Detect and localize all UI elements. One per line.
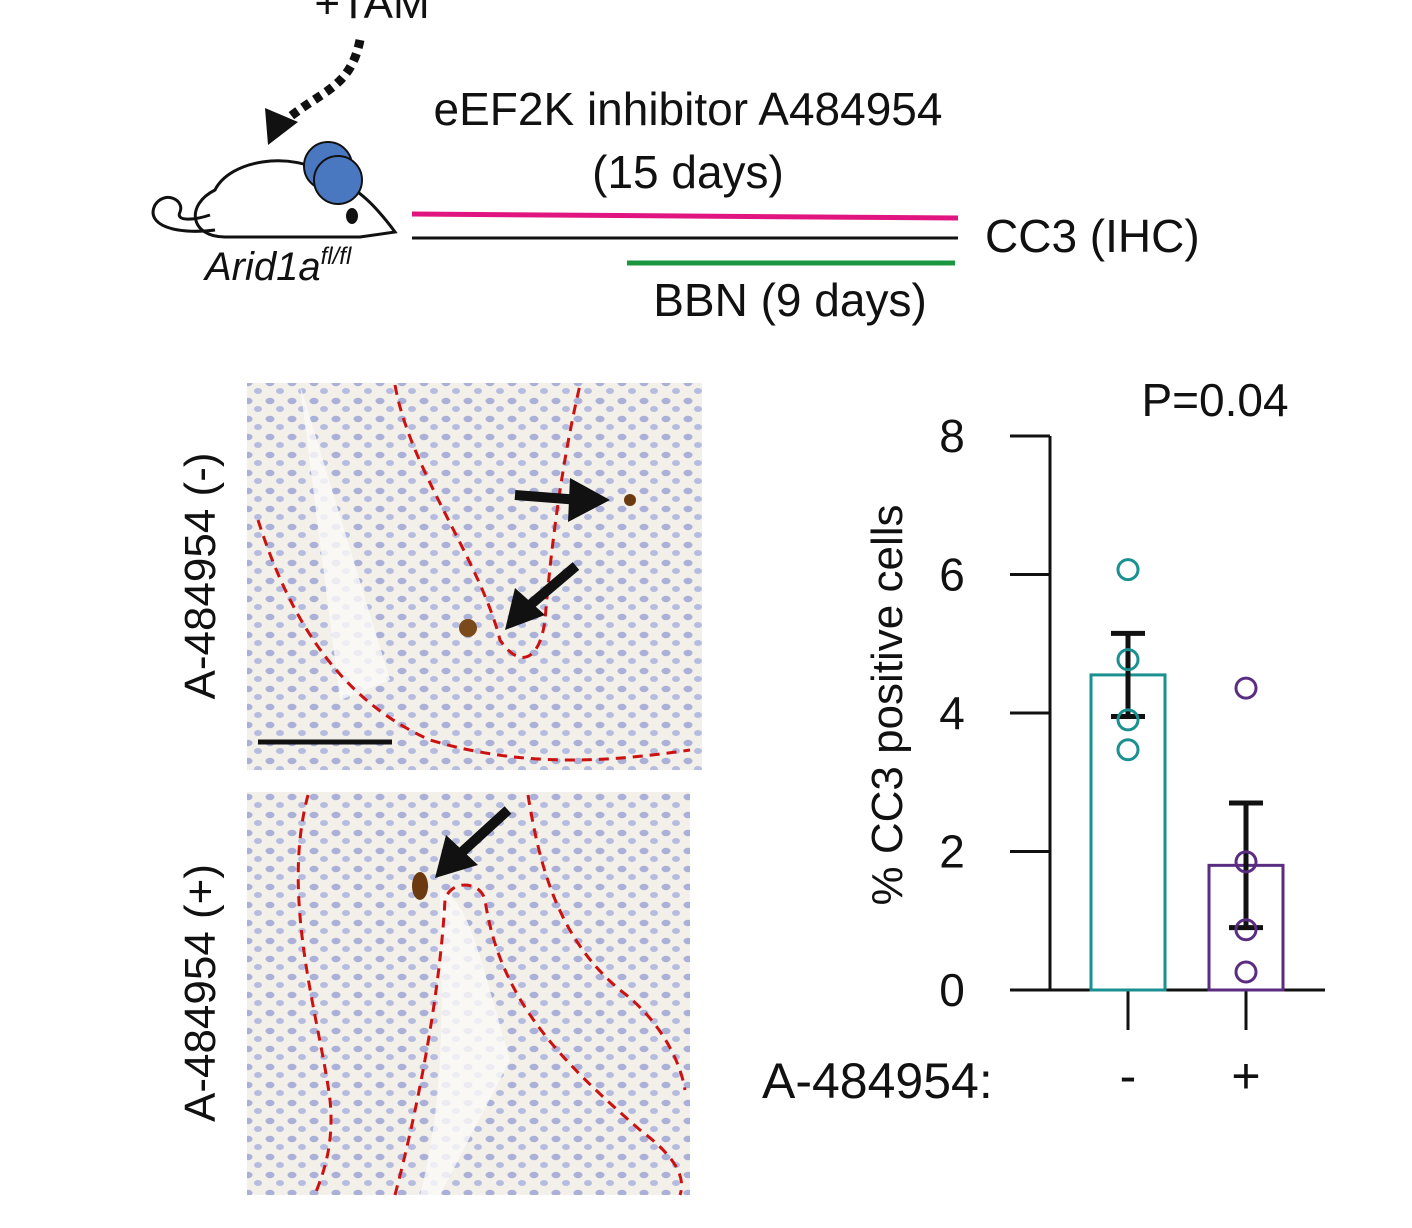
bbn-label: BBN (9 days) (653, 274, 927, 326)
readout-label: CC3 (IHC) (985, 210, 1200, 262)
mouse-label-sup: fl/fl (321, 243, 352, 270)
mouse-body (193, 159, 398, 239)
y-tick-label: 6 (939, 549, 965, 601)
x-tick-label: + (1231, 1048, 1260, 1104)
duration-label: (15 days) (592, 146, 784, 198)
lumen (420, 890, 510, 1195)
arrow (458, 806, 512, 856)
data-point (1116, 558, 1140, 582)
arrow (526, 562, 580, 609)
lumen (300, 385, 390, 700)
micrographs: A-484954 (-) A-484954 (+) (176, 383, 702, 1196)
mouse-eye (346, 208, 358, 224)
y-tick-label: 2 (939, 826, 965, 878)
data-point (1234, 676, 1258, 700)
stain (459, 619, 477, 637)
boundary (256, 519, 691, 762)
annotation: P=0.04 (1141, 374, 1288, 426)
y-tick-label: 0 (939, 964, 965, 1016)
mouse-label: Arid1afl/fl (203, 243, 352, 289)
data-point (1234, 918, 1258, 942)
data-point (1116, 648, 1140, 672)
chart: 0 2 4 6 8 % CC3 positive cells P=0.04 A-484954:… (762, 374, 1325, 1109)
mouse-ear (313, 155, 363, 205)
boundary (393, 384, 582, 659)
mouse-tail (151, 195, 216, 233)
mouse-label-main: Arid1a (203, 245, 321, 289)
data-point (1234, 850, 1258, 874)
data-point (1116, 708, 1140, 732)
arrow-head (435, 835, 478, 878)
image-label: A-484954 (-) (176, 452, 225, 699)
inhibitor-line (411, 211, 959, 221)
treatment-label: +TAM (314, 0, 429, 28)
arrow-head (505, 588, 545, 630)
image-label: A-484954 (+) (176, 864, 225, 1122)
inhibitor-label: eEF2K inhibitor A484954 (434, 83, 943, 135)
dotted-arrow (277, 39, 365, 129)
x-tick-label: - (1120, 1048, 1137, 1104)
bar (1089, 673, 1167, 992)
boundary (393, 883, 684, 1196)
schematic: +TAM Arid1afl/fl eEF2K inhibitor A484954… (151, 0, 1200, 326)
stain (624, 494, 636, 506)
boundary (526, 794, 687, 1091)
stain (412, 872, 428, 900)
y-tick-label: 4 (939, 687, 965, 739)
micrograph (247, 383, 702, 770)
x-axis-title: A-484954: (762, 1053, 993, 1109)
arrow-head (568, 478, 610, 522)
data-point (1234, 960, 1258, 984)
y-axis-title: % CC3 positive cells (863, 504, 912, 905)
data-point (1116, 738, 1140, 762)
arrow-head (265, 108, 298, 145)
y-tick-label: 8 (939, 410, 965, 462)
boundary (296, 794, 333, 1196)
